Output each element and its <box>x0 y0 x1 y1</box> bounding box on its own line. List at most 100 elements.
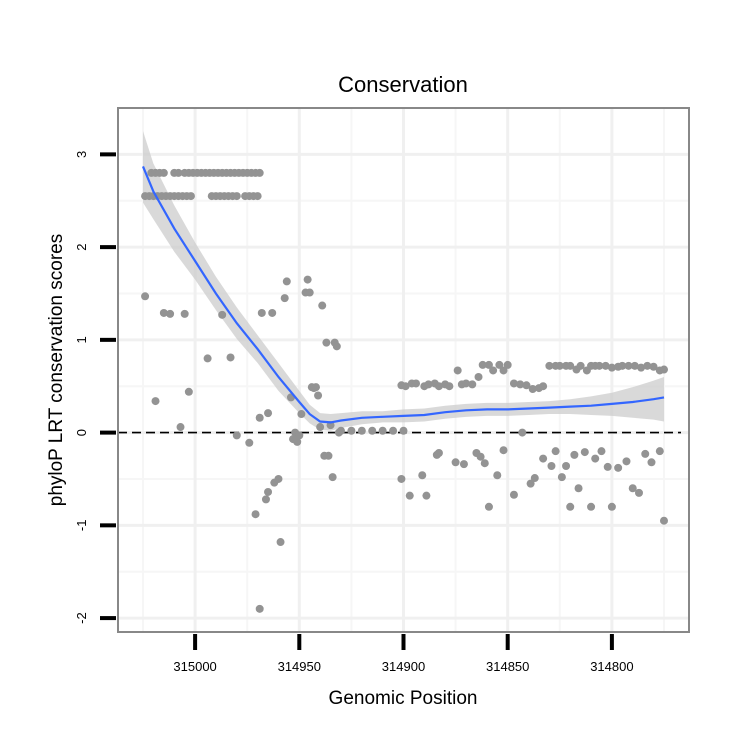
data-point <box>659 365 668 374</box>
data-point <box>580 448 589 457</box>
data-point <box>434 382 443 391</box>
data-point <box>328 473 337 482</box>
data-point <box>261 495 270 504</box>
data-point <box>176 423 185 432</box>
data-point <box>297 410 306 419</box>
data-point <box>184 387 193 396</box>
data-point <box>474 372 483 381</box>
data-point <box>607 502 616 511</box>
data-point <box>264 487 273 496</box>
smooth-line <box>141 165 665 424</box>
data-point <box>453 366 462 375</box>
data-point <box>347 426 356 435</box>
data-point <box>659 516 668 525</box>
data-point <box>186 192 195 201</box>
data-point <box>516 380 525 389</box>
data-point <box>574 484 583 493</box>
data-point <box>412 379 421 388</box>
data-point <box>203 354 212 363</box>
data-point <box>445 382 454 391</box>
data-point <box>159 168 168 177</box>
data-point <box>622 457 631 466</box>
data-point <box>274 474 283 483</box>
data-point <box>489 366 498 375</box>
data-point <box>311 383 320 392</box>
data-point <box>528 385 537 394</box>
data-point <box>282 277 291 286</box>
data-point <box>253 192 262 201</box>
data-point <box>603 462 612 471</box>
data-point <box>539 454 548 463</box>
data-point <box>547 461 556 470</box>
data-point <box>545 361 554 370</box>
data-point <box>637 363 646 372</box>
smooth-line-layer <box>141 165 665 424</box>
data-point <box>641 449 650 458</box>
data-point <box>480 459 489 468</box>
data-point <box>624 361 633 370</box>
data-point <box>305 288 314 297</box>
data-point <box>324 451 333 460</box>
data-point <box>180 309 189 318</box>
data-point <box>647 458 656 467</box>
data-point <box>539 382 548 391</box>
data-point <box>557 473 566 482</box>
data-point <box>499 366 508 375</box>
data-point <box>368 426 377 435</box>
data-point <box>255 413 264 422</box>
data-point <box>389 426 398 435</box>
data-point <box>468 380 477 389</box>
data-point <box>268 308 277 317</box>
data-point <box>566 502 575 511</box>
x-tick-label: 315000 <box>173 659 216 674</box>
x-axis: 315000 314950 314900 314850 314800 <box>173 634 634 674</box>
data-point <box>276 538 285 547</box>
data-point <box>566 361 575 370</box>
x-axis-title: Genomic Position <box>329 688 478 709</box>
data-point <box>336 426 345 435</box>
data-point <box>562 461 571 470</box>
data-point <box>422 491 431 500</box>
data-point <box>251 510 260 519</box>
data-point <box>462 379 471 388</box>
data-point <box>418 471 427 480</box>
data-point <box>264 409 273 418</box>
data-point <box>397 474 406 483</box>
data-point <box>484 360 493 369</box>
data-point <box>570 450 579 459</box>
data-point <box>522 381 531 390</box>
y-axis: -2 -1 0 1 2 3 <box>74 151 116 624</box>
data-point <box>451 458 460 467</box>
data-point <box>318 301 327 310</box>
data-point <box>493 471 502 480</box>
data-point <box>518 428 527 437</box>
chart-title: Conservation <box>338 72 468 97</box>
data-point <box>495 360 504 369</box>
data-point <box>357 426 366 435</box>
grid <box>118 108 689 632</box>
x-tick-label: 314850 <box>486 659 529 674</box>
data-point <box>607 363 616 372</box>
data-point <box>526 479 535 488</box>
x-tick-label: 314800 <box>590 659 633 674</box>
data-point <box>478 360 487 369</box>
data-point <box>459 460 468 469</box>
data-point <box>405 491 414 500</box>
y-tick-label: -2 <box>74 612 89 624</box>
data-point <box>232 192 241 201</box>
data-point <box>255 168 264 177</box>
data-point <box>618 361 627 370</box>
data-point <box>601 361 610 370</box>
data-point <box>295 431 304 440</box>
data-point <box>257 308 266 317</box>
data-point <box>280 294 289 303</box>
data-point <box>434 449 443 458</box>
data-point <box>614 463 623 472</box>
data-point <box>232 431 241 440</box>
y-tick-label: 0 <box>74 429 89 436</box>
data-point <box>151 397 160 406</box>
data-point <box>316 423 325 432</box>
data-point <box>378 426 387 435</box>
data-point <box>159 308 168 317</box>
